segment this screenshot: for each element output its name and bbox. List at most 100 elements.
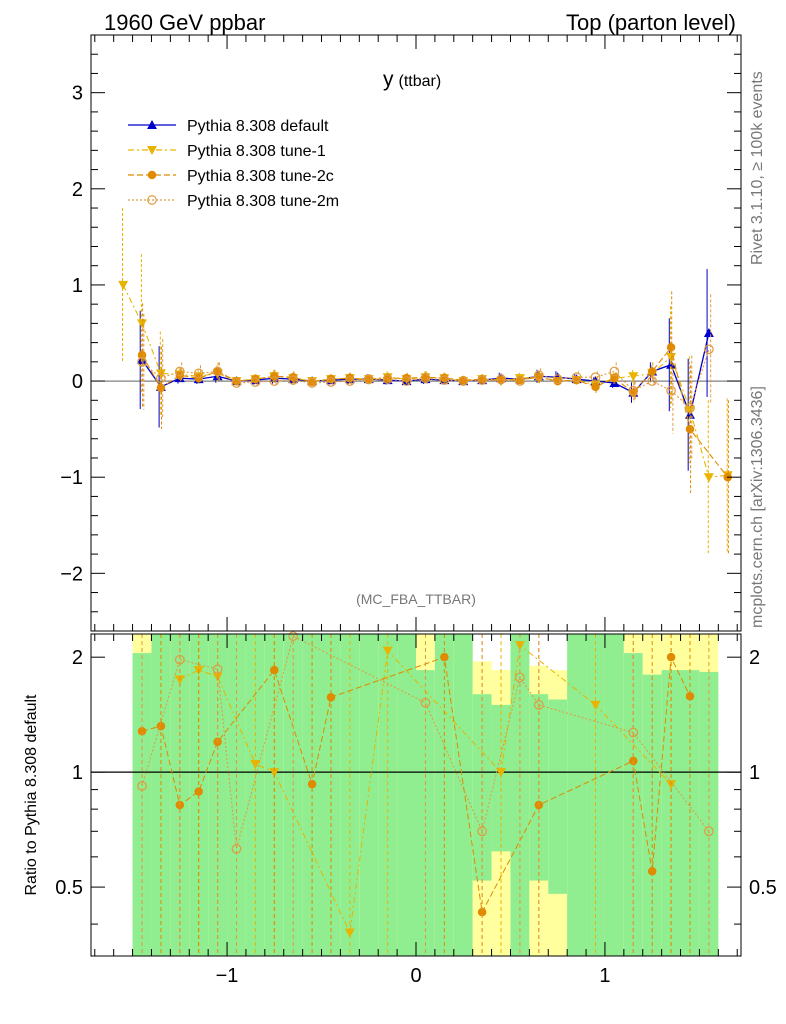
series-0 [137,269,714,471]
series-3 [137,294,714,461]
y-tick-label: 2 [72,179,83,201]
data-point [250,760,261,770]
data-point [231,378,242,388]
data-point [684,405,695,415]
data-point [647,867,657,876]
data-point [647,367,657,376]
y-tick-label: 3 [72,83,83,105]
legend-label: Pythia 8.308 default [187,118,329,135]
data-point [628,385,639,396]
green-band [359,634,379,956]
data-point [137,726,147,736]
data-point [137,781,147,791]
data-point [666,353,677,363]
data-point [193,368,204,379]
chart-title: y (ttbar) [383,68,441,91]
data-point [703,473,714,483]
series-line [141,349,710,409]
green-band [567,634,587,956]
data-point [703,328,714,337]
y-tick-label: 0 [72,371,83,393]
data-point [609,366,620,377]
ratio-tick-label-right: 2 [749,647,760,669]
legend-item-2: Pythia 8.308 tune-2c [128,168,334,185]
green-band [661,670,681,956]
green-band [397,634,416,956]
data-point [477,907,487,917]
data-point [685,403,695,413]
data-point [250,377,261,387]
data-point [288,372,298,382]
data-point [571,372,582,383]
main-plot: −2 −1 0 1 2 3 [60,34,742,632]
data-point [147,146,157,155]
series-line [141,346,729,478]
data-point [685,692,695,701]
data-point [270,665,279,675]
data-point [628,372,639,382]
data-point [363,374,374,384]
legend-label: Pythia 8.308 tune-2c [187,168,334,185]
data-point [666,652,676,662]
data-point [156,373,166,384]
y-tick-label: −2 [60,563,83,585]
data-point [439,375,450,385]
data-point [515,376,525,386]
ratio-line [141,635,710,849]
data-point [533,370,544,381]
ratio-ylabel: Ratio to Pythia 8.308 default [23,694,40,896]
ratio-series-2 [137,631,714,956]
green-band [416,670,435,956]
data-point [440,373,449,383]
data-point [496,374,506,384]
data-point [628,727,639,738]
data-point [307,779,317,789]
x-tick-label: −1 [216,965,239,987]
analysis-tag: (MC_FBA_TTBAR) [356,591,476,607]
data-point [420,373,431,384]
ratio-tick-label-right: 0.5 [749,877,777,899]
data-point [307,378,317,388]
mcplots-label: mcplots.cern.ch [arXiv:1306.3436] [749,386,766,628]
x-tick-label: 1 [599,965,610,987]
chart-title-main: y [383,68,394,91]
green-band [548,699,568,894]
data-point [269,768,280,778]
data-point [534,372,544,382]
legend-label: Pythia 8.308 tune-1 [187,143,326,160]
data-point [666,385,676,396]
y-tick-label: 1 [72,275,83,297]
data-point [666,343,676,352]
chart-title-sub: (ttbar) [399,73,442,90]
data-point [212,366,223,377]
data-point [174,366,185,377]
data-point [704,344,714,355]
data-point [590,372,601,383]
data-point [174,654,185,665]
data-point [326,374,336,384]
data-point [685,424,695,434]
data-point [212,664,223,675]
header-right: Top (parton level) [566,10,736,35]
legend-item-3: Pythia 8.308 tune-2m [128,193,339,210]
data-point [496,768,507,778]
y-tick-label: −1 [60,467,83,489]
data-point [269,376,280,386]
data-point [288,375,299,385]
data-point [647,376,658,386]
ratio-plot: 0.5 0.5 1 1 2 2 −1 0 1 [55,631,777,987]
green-band [699,671,719,956]
data-point [552,374,563,384]
green-band [680,670,700,956]
header-left: 1960 GeV ppbar [104,10,265,35]
data-point [137,354,148,364]
green-band [472,694,492,881]
data-point [231,843,242,854]
ratio-tick-label-right: 1 [749,762,760,784]
data-point [590,700,601,710]
data-point [440,652,449,662]
data-point [137,350,147,360]
green-band [529,694,549,881]
data-point [345,376,355,386]
data-point [326,693,336,702]
